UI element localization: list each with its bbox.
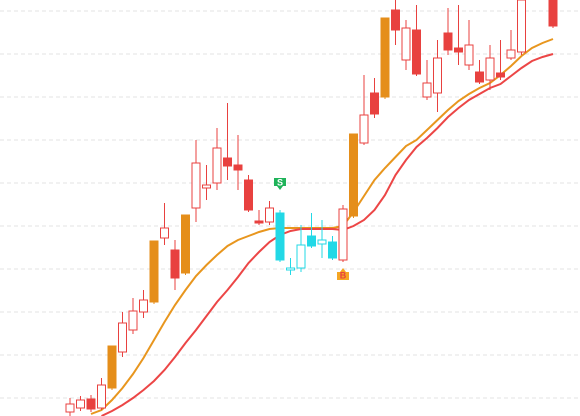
candle-body (286, 267, 295, 271)
candle-body (338, 208, 348, 261)
candle-body (128, 310, 138, 331)
candle-body (202, 184, 211, 189)
candle-body (265, 207, 274, 223)
candle-body (380, 17, 390, 98)
candle-body (170, 249, 180, 279)
candle-body (97, 384, 106, 409)
candle-body (296, 244, 306, 269)
candle-body (212, 147, 222, 184)
candle-body (118, 322, 127, 353)
candle-body (475, 71, 484, 83)
candle-body (139, 299, 148, 313)
candle-body (328, 241, 337, 259)
candle-body (65, 403, 75, 413)
candle-body (181, 214, 190, 274)
candle-body (359, 114, 369, 144)
candle-body (307, 235, 316, 247)
candle-body (317, 239, 327, 245)
candle-body (443, 32, 453, 51)
candle-body (506, 49, 516, 59)
candle-body (254, 220, 264, 224)
candle-body (370, 92, 379, 115)
candle-body (485, 57, 495, 81)
candle-body (401, 27, 411, 61)
candle-body (391, 9, 400, 31)
candle-body (233, 164, 243, 171)
candle-body (86, 398, 96, 410)
candle-body (412, 29, 421, 75)
candle-body (464, 44, 474, 66)
candle-body (275, 212, 285, 261)
candle-body (244, 179, 253, 211)
signal-arrow (337, 268, 349, 280)
candle-body (160, 227, 169, 239)
candle-body (223, 157, 232, 167)
candle-body (454, 47, 463, 53)
candle-body (517, 0, 526, 53)
candle-body (548, 0, 558, 27)
candle-body (422, 82, 432, 98)
signal-arrow (274, 178, 286, 190)
signal-label: S (277, 177, 283, 187)
moving-average-line (101, 53, 554, 416)
candle-body (149, 240, 159, 303)
candle-body (76, 399, 85, 409)
candle-body (433, 57, 442, 94)
candle-body (496, 72, 505, 78)
candle-body (107, 345, 117, 389)
signal-label: B (340, 270, 347, 280)
candle-body (349, 133, 358, 217)
candle-body (191, 162, 201, 209)
